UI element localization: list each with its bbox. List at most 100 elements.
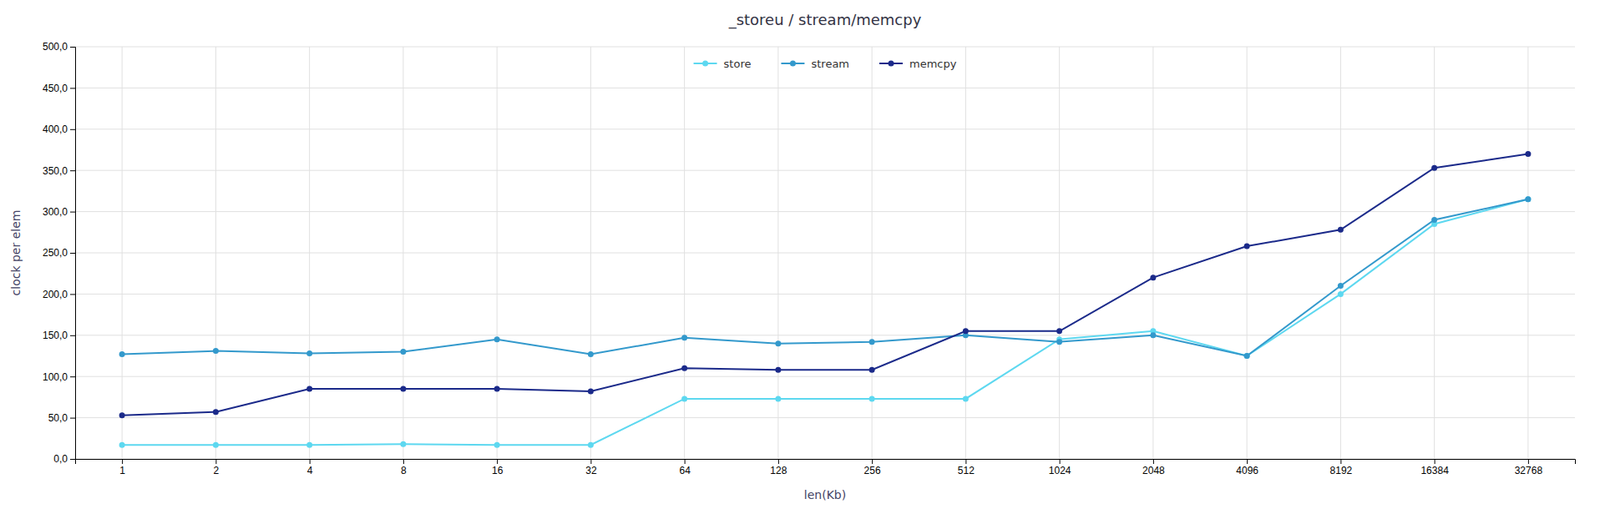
tick-label: 8192 bbox=[1330, 465, 1353, 477]
point bbox=[774, 367, 781, 374]
tick-label: 500,0 bbox=[42, 40, 68, 53]
grid-line bbox=[590, 46, 592, 460]
grid-line bbox=[75, 417, 1575, 419]
point bbox=[681, 365, 688, 372]
y-tick: 250,0 bbox=[42, 247, 76, 259]
series-line bbox=[121, 153, 1529, 416]
grid-line bbox=[75, 128, 1575, 130]
legend-marker bbox=[789, 60, 796, 67]
point bbox=[1244, 353, 1251, 360]
grid-line bbox=[1246, 46, 1248, 460]
legend-label: stream bbox=[810, 57, 850, 71]
tick-mark bbox=[70, 253, 76, 254]
grid-line bbox=[215, 46, 217, 460]
point bbox=[1431, 165, 1438, 172]
tick-label: 64 bbox=[678, 465, 691, 477]
x-axis: 1248163264128256512102420484096819216384… bbox=[75, 459, 1576, 477]
point bbox=[1524, 196, 1531, 203]
tick-label: 150,0 bbox=[42, 329, 68, 342]
axis-line bbox=[70, 47, 76, 461]
legend-item: memcpy bbox=[879, 57, 957, 71]
tick-label: 350,0 bbox=[42, 165, 68, 178]
point bbox=[212, 409, 219, 416]
tick-mark bbox=[1434, 459, 1436, 465]
point bbox=[1149, 274, 1156, 281]
y-tick: 300,0 bbox=[42, 206, 76, 218]
point bbox=[119, 351, 126, 358]
tick-label: 50,0 bbox=[48, 412, 69, 425]
grid-line bbox=[1152, 46, 1154, 460]
x-tick: 1 bbox=[119, 459, 126, 477]
legend: store stream memcpy bbox=[693, 57, 957, 71]
tick-mark bbox=[684, 459, 686, 465]
point bbox=[774, 340, 781, 347]
tick-label: 256 bbox=[864, 465, 882, 477]
tick-mark bbox=[70, 418, 76, 420]
point bbox=[962, 328, 969, 335]
point bbox=[400, 386, 406, 393]
tick-mark bbox=[70, 129, 76, 131]
grid-line bbox=[75, 376, 1575, 378]
point bbox=[962, 395, 969, 402]
tick-label: 200,0 bbox=[42, 288, 68, 301]
x-tick: 128 bbox=[769, 459, 787, 477]
tick-mark bbox=[70, 170, 76, 172]
y-tick: 0,0 bbox=[53, 453, 76, 466]
x-axis-title: len(Kb) bbox=[804, 488, 846, 502]
x-tick: 64 bbox=[678, 459, 691, 477]
grid-line bbox=[75, 334, 1575, 336]
tick-mark bbox=[778, 459, 780, 465]
tick-mark bbox=[215, 459, 217, 465]
point bbox=[1431, 217, 1438, 223]
tick-label: 8 bbox=[400, 465, 407, 477]
tick-label: 1 bbox=[119, 465, 126, 477]
point bbox=[494, 386, 501, 393]
point bbox=[1337, 283, 1344, 289]
point bbox=[119, 412, 126, 419]
point bbox=[1337, 227, 1344, 233]
tick-mark bbox=[70, 46, 76, 48]
point bbox=[212, 442, 219, 449]
tick-label: 300,0 bbox=[42, 206, 68, 218]
x-tick: 16384 bbox=[1420, 459, 1449, 477]
tick-label: 1024 bbox=[1048, 465, 1072, 477]
tick-mark bbox=[121, 459, 123, 465]
tick-label: 450,0 bbox=[42, 82, 68, 95]
point bbox=[400, 349, 406, 355]
y-tick: 450,0 bbox=[42, 82, 76, 95]
tick-mark bbox=[70, 335, 76, 337]
grid-line bbox=[1340, 46, 1342, 460]
x-tick: 8192 bbox=[1330, 459, 1353, 477]
point bbox=[1244, 243, 1251, 250]
x-tick: 4 bbox=[307, 459, 314, 477]
series-line bbox=[121, 199, 1529, 357]
tick-label: 512 bbox=[957, 465, 975, 477]
tick-label: 400,0 bbox=[42, 123, 68, 136]
tick-label: 0,0 bbox=[53, 453, 68, 466]
point bbox=[1244, 353, 1251, 360]
grid-line bbox=[75, 170, 1575, 172]
y-tick: 400,0 bbox=[42, 123, 76, 136]
legend-item: store bbox=[693, 57, 752, 71]
tick-mark bbox=[1340, 459, 1342, 465]
point bbox=[869, 367, 876, 374]
grid-line bbox=[496, 46, 498, 460]
x-tick: 32 bbox=[585, 459, 598, 477]
grid bbox=[75, 46, 1575, 460]
chart: 1248163264128256512102420484096819216384… bbox=[0, 0, 1600, 514]
y-tick: 350,0 bbox=[42, 165, 76, 178]
point bbox=[1524, 196, 1531, 203]
tick-label: 32 bbox=[585, 465, 598, 477]
legend-marker bbox=[702, 60, 709, 67]
tick-mark bbox=[70, 376, 76, 378]
point bbox=[119, 442, 126, 449]
tick-mark bbox=[1059, 459, 1061, 465]
tick-mark bbox=[403, 459, 405, 465]
tick-label: 100,0 bbox=[42, 371, 68, 384]
point bbox=[869, 395, 876, 402]
x-tick: 2048 bbox=[1142, 459, 1165, 477]
grid-line bbox=[75, 253, 1575, 254]
point bbox=[306, 442, 313, 449]
x-tick: 512 bbox=[957, 459, 975, 477]
y-tick: 500,0 bbox=[42, 40, 76, 53]
